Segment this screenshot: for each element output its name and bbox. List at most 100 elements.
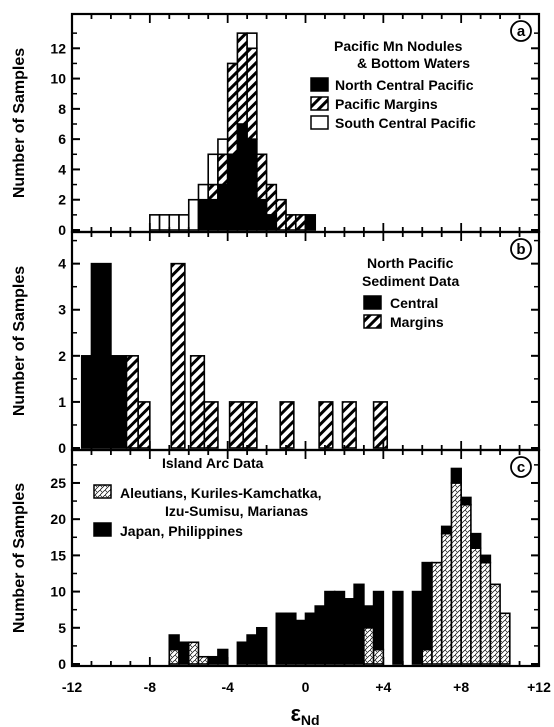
legend-label-b-0: Central	[390, 295, 438, 311]
bar-c-23-s1	[392, 590, 404, 665]
y-axis-label-c: Number of Samples	[11, 483, 28, 633]
bar-c-2-s0	[187, 641, 200, 665]
bar-c-12-s1	[285, 612, 297, 665]
bar-c-4-s1	[207, 655, 219, 665]
bar-a-14-s1	[285, 214, 297, 231]
legend-label-c-0a: Aleutians, Kuriles-Kamchatka,	[120, 485, 322, 501]
bar-a-9-s0	[236, 123, 248, 231]
bar-c-34-s0	[499, 612, 511, 665]
bar-a-5-s0	[197, 198, 210, 231]
panel-letter-b: b	[516, 241, 525, 258]
bar-c-26-s1	[421, 561, 433, 651]
ytick-label-c-10: 10	[50, 584, 66, 600]
legend-title-b-1: North Pacific	[367, 255, 454, 271]
bar-c-21-s1	[372, 590, 385, 651]
bar-c-28-s0	[440, 532, 453, 665]
legend-label-c-1: Japan, Philippines	[120, 523, 243, 539]
ytick-label-b-4: 4	[58, 256, 66, 272]
bar-c-14-s1	[304, 612, 317, 665]
panel-letter-circle-b	[510, 238, 532, 260]
bar-a-11-s1	[256, 153, 268, 201]
bar-c-27-s0	[431, 561, 443, 665]
bar-a-13-s1	[275, 198, 287, 231]
panel-letter-c: c	[517, 459, 525, 476]
bar-a-5-s2	[197, 183, 210, 201]
ytick-label-a-0: 0	[58, 222, 66, 238]
bar-a-16-s0	[304, 214, 317, 231]
bar-c-25-s1	[411, 590, 424, 665]
bar-a-0-s2	[149, 214, 161, 231]
bar-c-5-s1	[217, 648, 229, 665]
legend-title-a-1: Pacific Mn Nodules	[334, 38, 463, 54]
panel-letter-a: a	[517, 23, 526, 40]
xtick-label-4: +4	[375, 679, 391, 695]
bar-a-2-s2	[168, 214, 180, 231]
bar-b-6-s1	[189, 355, 206, 449]
bar-c-15-s1	[314, 605, 326, 665]
bar-c-17-s1	[333, 590, 346, 665]
bar-b-2-s0	[110, 355, 128, 449]
bar-c-29-s0	[450, 482, 462, 665]
ytick-label-c-15: 15	[50, 547, 66, 563]
bar-c-26-s0	[421, 648, 433, 665]
bar-a-6-s1	[207, 183, 219, 201]
legend-label-a-2: South Central Pacific	[335, 115, 476, 131]
legend-layer	[93, 77, 382, 537]
bar-c-13-s1	[294, 619, 307, 665]
bar-b-9-s1	[242, 401, 258, 449]
bar-c-20-s1	[363, 605, 375, 629]
ytick-label-a-4: 4	[58, 161, 66, 177]
bar-c-11-s1	[275, 612, 287, 665]
ytick-label-c-5: 5	[58, 620, 66, 636]
legend-title-c: Island Arc Data	[162, 455, 264, 471]
ytick-label-a-8: 8	[58, 101, 66, 117]
legend-swatch-a-2	[310, 115, 329, 130]
ytick-label-a-2: 2	[58, 192, 66, 208]
bar-b-12-s1	[341, 401, 357, 449]
bar-a-8-s0	[226, 153, 239, 231]
ytick-label-b-1: 1	[58, 394, 66, 410]
bar-c-3-s0	[197, 655, 210, 665]
bar-c-30-s0	[460, 503, 472, 665]
bar-a-7-s1	[217, 153, 229, 186]
legend-swatch-a-0	[310, 77, 329, 92]
panel-letter-circle-c	[510, 456, 532, 478]
x-axis-label-sub: Nd	[301, 712, 320, 727]
bar-a-15-s1	[294, 214, 307, 231]
bar-b-10-s1	[279, 401, 295, 449]
bar-c-9-s1	[256, 626, 268, 665]
bar-c-18-s1	[343, 598, 355, 665]
bar-c-1-s1	[178, 641, 190, 665]
bar-a-10-s2	[246, 32, 258, 50]
bar-b-13-s1	[372, 401, 389, 449]
bar-c-0-s0	[168, 648, 180, 665]
bar-c-28-s1	[440, 525, 453, 535]
bar-c-29-s1	[450, 467, 462, 484]
bar-a-3-s2	[178, 214, 190, 231]
bar-a-4-s2	[187, 198, 200, 231]
bar-b-0-s0	[80, 355, 93, 449]
legend-swatch-a-1	[310, 96, 329, 111]
bar-c-21-s0	[372, 648, 385, 665]
ytick-label-b-2: 2	[58, 348, 66, 364]
legend-swatch-c-1	[93, 522, 112, 537]
legend-label-b-1: Margins	[390, 314, 444, 330]
bar-a-7-s2	[217, 138, 229, 156]
bar-b-1-s0	[90, 262, 112, 449]
axes-layer	[70, 12, 541, 668]
legend-swatch-c-0	[93, 484, 112, 499]
x-axis-label: εNd	[290, 701, 319, 727]
bar-c-32-s1	[479, 554, 492, 564]
legend-label-c-0b: Izu-Sumisu, Marianas	[165, 503, 308, 519]
ytick-label-a-6: 6	[58, 131, 66, 147]
bar-a-7-s0	[217, 183, 229, 231]
bar-c-7-s1	[236, 641, 248, 665]
bar-a-8-s1	[226, 62, 239, 156]
legend-title-b-2: Sediment Data	[362, 273, 459, 289]
bar-b-8-s1	[228, 401, 245, 449]
bar-a-10-s0	[246, 138, 258, 231]
bar-b-5-s1	[170, 262, 186, 449]
bar-a-11-s0	[256, 198, 268, 231]
bar-b-7-s1	[203, 401, 219, 449]
